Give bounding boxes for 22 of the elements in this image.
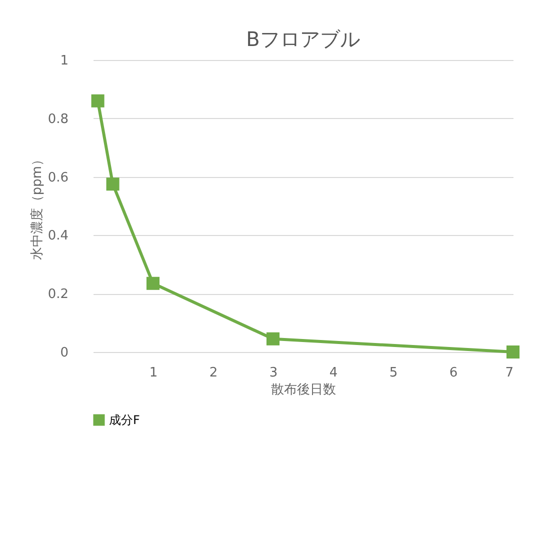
x-axis-title: 散布後日数 (271, 382, 336, 398)
y-axis-title: 水中濃度（ppm） (28, 152, 45, 260)
x-tick-label: 5 (389, 366, 398, 380)
legend-label: 成分F (109, 413, 140, 427)
x-tick-label: 6 (449, 366, 458, 380)
y-tick-label: 0.2 (48, 287, 68, 302)
x-tick-label: 2 (209, 366, 218, 380)
point (266, 332, 280, 346)
point (146, 276, 160, 290)
x-tick-label: 7 (505, 366, 514, 380)
point (506, 345, 520, 359)
y-tick-label: 0.6 (48, 170, 68, 186)
chart-title: Bフロアブル (246, 27, 360, 51)
y-tick-label: 0.4 (48, 228, 68, 244)
y-tick-label: 1 (60, 54, 68, 68)
x-tick-label: 3 (269, 366, 278, 380)
point (91, 94, 104, 108)
y-tick-label: 0 (60, 346, 68, 360)
y-tick-label: 0.8 (48, 112, 68, 127)
x-tick-label: 4 (329, 366, 338, 380)
x-tick-label: 1 (149, 366, 158, 380)
point (106, 178, 120, 191)
